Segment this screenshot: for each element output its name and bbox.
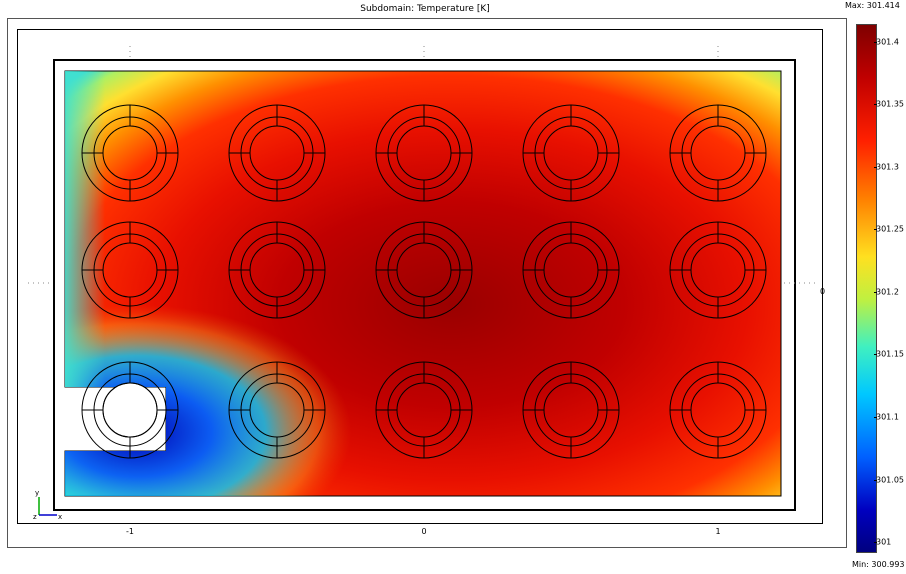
coil-circle — [375, 221, 473, 319]
coil-circle — [228, 104, 326, 202]
plot-title: Subdomain: Temperature [K] — [360, 4, 490, 14]
coil-circle — [669, 361, 767, 459]
colorbar-tick-mark — [874, 417, 877, 419]
colorbar-tick-label: 301.1 — [876, 412, 899, 422]
colorbar-tick-mark — [874, 354, 877, 356]
coil-circles — [81, 104, 767, 459]
coil-circle — [375, 104, 473, 202]
colorbar-tick-mark — [874, 166, 877, 168]
y-tick-label: 0 — [820, 287, 826, 296]
colorbar-tick-mark — [874, 41, 877, 43]
coil-circle — [375, 361, 473, 459]
colorbar — [856, 24, 877, 553]
colorbar-tick-mark — [874, 542, 877, 544]
coil-circle — [669, 221, 767, 319]
colorbar-tick-label: 301 — [876, 537, 892, 547]
coil-circle — [522, 104, 620, 202]
colorbar-tick-label: 301.05 — [876, 475, 904, 485]
coil-circle — [81, 221, 179, 319]
colorbar-tick-label: 301.4 — [876, 37, 899, 47]
colorbar-tick-mark — [874, 104, 877, 106]
colorbar-tick-mark — [874, 229, 877, 231]
triad-y-label: y — [35, 489, 39, 497]
colorbar-tick-mark — [874, 291, 877, 293]
colorbar-tick-label: 301.35 — [876, 99, 904, 109]
coil-circle — [228, 221, 326, 319]
coil-circle — [81, 104, 179, 202]
plot-area — [17, 29, 823, 524]
coil-circle — [522, 221, 620, 319]
x-tick-label: 1 — [715, 527, 721, 536]
colorbar-tick-label: 301.15 — [876, 349, 904, 359]
coil-circle — [522, 361, 620, 459]
colorbar-tick-mark — [874, 479, 877, 481]
colorbar-max-label: Max: 301.414 — [845, 1, 900, 10]
outer-boundary — [53, 59, 796, 511]
colorbar-min-label: Min: 300.993 — [852, 560, 905, 569]
coil-circle — [81, 361, 179, 459]
figure-frame — [7, 18, 847, 548]
triad-x-label: x — [58, 513, 62, 521]
colorbar-tick-label: 301.2 — [876, 287, 899, 297]
colorbar-tick-label: 301.25 — [876, 224, 904, 234]
coil-circle — [669, 104, 767, 202]
axis-triad: y z x — [33, 489, 62, 521]
triad-z-label: z — [33, 513, 37, 521]
coil-circle — [228, 361, 326, 459]
x-tick-label: -1 — [126, 527, 134, 536]
x-tick-label: 0 — [421, 527, 427, 536]
tick-guides — [28, 46, 816, 284]
colorbar-tick-label: 301.3 — [876, 162, 899, 172]
